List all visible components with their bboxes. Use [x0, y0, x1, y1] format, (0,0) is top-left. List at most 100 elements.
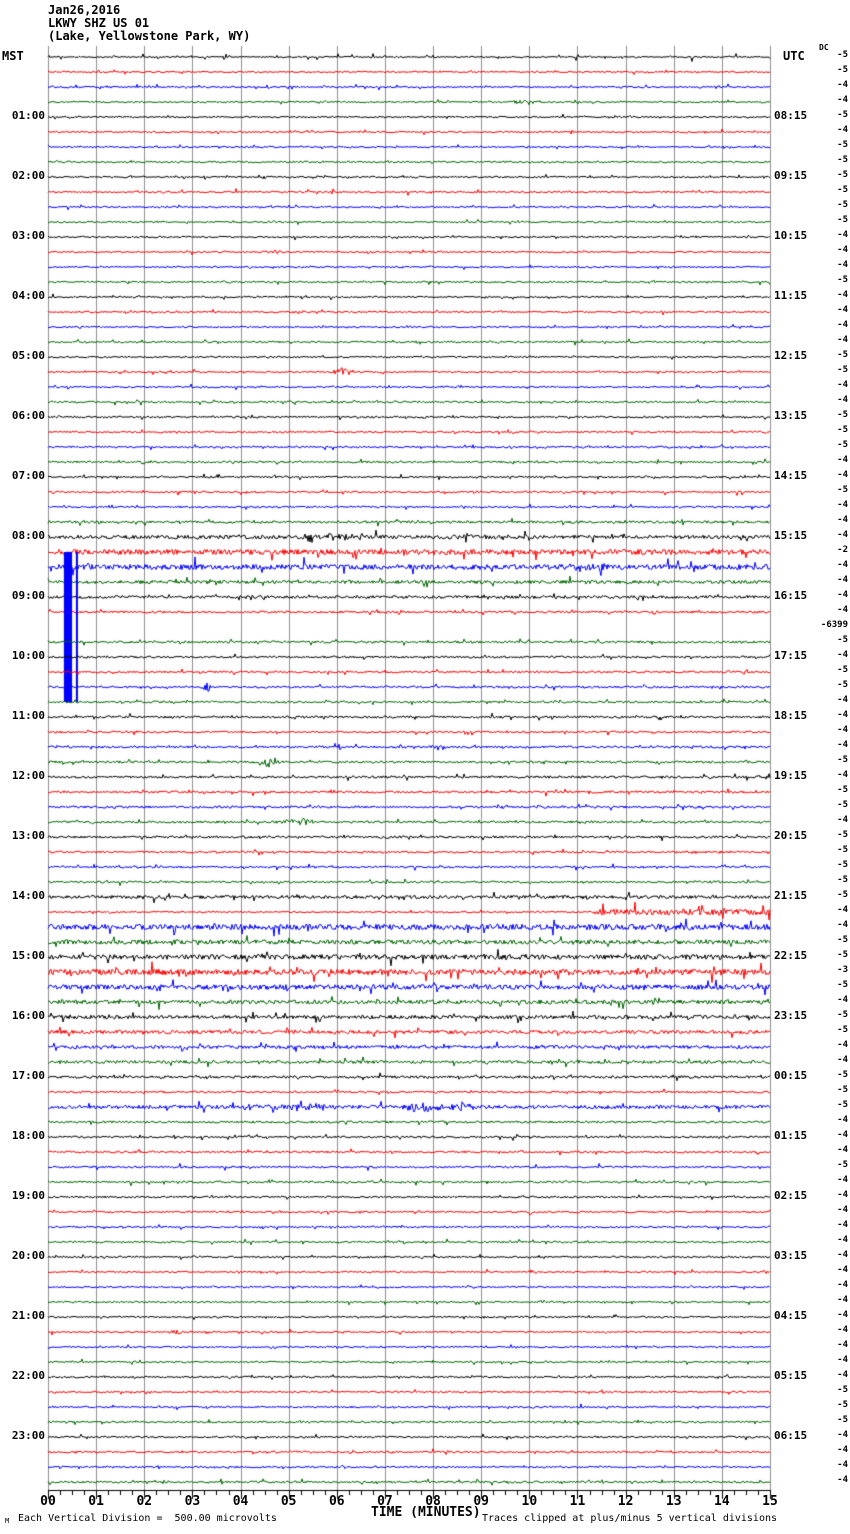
dc-offset-value: -5 — [837, 680, 848, 690]
dc-offset-value: -4 — [837, 1340, 848, 1350]
dc-offset-value: -4 — [837, 770, 848, 780]
utc-hour-label: 11:15 — [774, 289, 808, 302]
mst-hour-label: 09:00 — [11, 589, 45, 602]
dc-offset-value: -4 — [837, 455, 848, 465]
mst-hour-label: 05:00 — [11, 349, 45, 362]
utc-hour-label: 13:15 — [774, 409, 808, 422]
dc-offset-value: -4 — [837, 560, 848, 570]
utc-hour-label: 00:15 — [774, 1069, 808, 1082]
dc-offset-value: -5 — [837, 1100, 848, 1110]
mst-hour-label: 20:00 — [11, 1249, 45, 1262]
dc-offset-value: -5 — [837, 875, 848, 885]
dc-offset-value: -4 — [837, 305, 848, 315]
dc-offset-value: -4 — [837, 815, 848, 825]
utc-hour-label: 08:15 — [774, 109, 808, 122]
dc-offset-value: -4 — [837, 1145, 848, 1155]
dc-offset-value: -5 — [837, 935, 848, 945]
x-tick-label: 07 — [377, 1494, 393, 1509]
dc-offset-value: -4 — [837, 695, 848, 705]
utc-hour-label: 20:15 — [774, 829, 808, 842]
mst-hour-label: 08:00 — [11, 529, 45, 542]
mst-hour-label: 12:00 — [11, 769, 45, 782]
corner-glyph: M — [5, 1517, 10, 1525]
mst-hour-label: 03:00 — [11, 229, 45, 242]
utc-hour-label: 21:15 — [774, 889, 808, 902]
dc-offset-value: -4 — [837, 1175, 848, 1185]
dc-offset-value: -4 — [837, 80, 848, 90]
timezone-label-utc: UTC — [783, 49, 805, 63]
utc-hour-label: 22:15 — [774, 949, 808, 962]
dc-offset-value: -5 — [837, 845, 848, 855]
utc-hour-label: 09:15 — [774, 169, 808, 182]
title-station: LKWY SHZ US 01 — [48, 16, 150, 30]
mst-hour-label: 01:00 — [11, 109, 45, 122]
mst-hour-label: 02:00 — [11, 169, 45, 182]
x-tick-label: 01 — [88, 1494, 104, 1509]
dc-offset-value: -4 — [837, 335, 848, 345]
dc-offset-value: -4 — [837, 1220, 848, 1230]
dc-offset-value: -4 — [837, 95, 848, 105]
dc-offset-value: -5 — [837, 185, 848, 195]
utc-hour-label: 18:15 — [774, 709, 808, 722]
dc-offset-value: -5 — [837, 1085, 848, 1095]
dc-offset-value: -5 — [837, 1385, 848, 1395]
dc-offset-value: -5 — [837, 1400, 848, 1410]
x-tick-label: 14 — [714, 1494, 730, 1509]
dc-offset-value: -4 — [837, 1295, 848, 1305]
dc-offset-value: -4 — [837, 920, 848, 930]
dc-offset-value: -4 — [837, 1355, 848, 1365]
mst-hour-label: 21:00 — [11, 1309, 45, 1322]
dc-offset-value: -4 — [837, 710, 848, 720]
dc-offset-value: -5 — [837, 155, 848, 165]
dc-offset-value: -4 — [837, 1115, 848, 1125]
mst-hour-label: 18:00 — [11, 1129, 45, 1142]
dc-offset-value: -4 — [837, 1280, 848, 1290]
dc-offset-value: -4 — [837, 1055, 848, 1065]
dc-offset-value: -5 — [837, 1010, 848, 1020]
dc-offset-value: -4 — [837, 740, 848, 750]
dc-offset-value: -4 — [837, 1310, 848, 1320]
dc-offset-value: -5 — [837, 350, 848, 360]
dc-offset-value: -4 — [837, 1040, 848, 1050]
utc-hour-label: 23:15 — [774, 1009, 808, 1022]
dc-offset-value: -5 — [837, 170, 848, 180]
mst-hour-label: 10:00 — [11, 649, 45, 662]
dc-offset-value: -5 — [837, 275, 848, 285]
x-tick-label: 12 — [617, 1494, 634, 1509]
dc-offset-value: -5 — [837, 110, 848, 120]
x-tick-label: 10 — [521, 1494, 538, 1509]
dc-offset-value: -4 — [837, 380, 848, 390]
utc-hour-label: 06:15 — [774, 1429, 808, 1442]
dc-offset-value: -4 — [837, 905, 848, 915]
dc-offset-value: -6399 — [820, 620, 848, 630]
footer-scale-note: Each Vertical Division = 500.00 microvol… — [18, 1513, 277, 1524]
dc-offset-value: -5 — [837, 440, 848, 450]
footer-clip-note: Traces clipped at plus/minus 5 vertical … — [482, 1513, 778, 1524]
dc-offset-value: -5 — [837, 200, 848, 210]
dc-offset-value: -5 — [837, 890, 848, 900]
dc-offset-value: -4 — [837, 245, 848, 255]
dc-offset-value: -4 — [837, 260, 848, 270]
dc-offset-value: -4 — [837, 725, 848, 735]
dc-offset-value: -5 — [837, 980, 848, 990]
x-tick-label: 02 — [136, 1494, 153, 1509]
dc-offset-value: -5 — [837, 635, 848, 645]
utc-hour-label: 12:15 — [774, 349, 808, 362]
dc-offset-value: -5 — [837, 800, 848, 810]
utc-hour-label: 03:15 — [774, 1249, 808, 1262]
mst-hour-label: 17:00 — [11, 1069, 45, 1082]
dc-offset-value: -4 — [837, 530, 848, 540]
dc-offset-value: -5 — [837, 215, 848, 225]
dc-offset-value: -4 — [837, 1190, 848, 1200]
dc-offset-value: -5 — [837, 1070, 848, 1080]
dc-offset-value: -4 — [837, 1130, 848, 1140]
mst-hour-label: 07:00 — [11, 469, 45, 482]
dc-offset-value: -4 — [837, 320, 848, 330]
mst-hour-label: 11:00 — [11, 709, 45, 722]
dc-offset-value: -4 — [837, 1445, 848, 1455]
dc-offset-value: -4 — [837, 515, 848, 525]
mst-hour-label: 15:00 — [11, 949, 45, 962]
mst-hour-label: 23:00 — [11, 1429, 45, 1442]
dc-offset-value: -4 — [837, 995, 848, 1005]
